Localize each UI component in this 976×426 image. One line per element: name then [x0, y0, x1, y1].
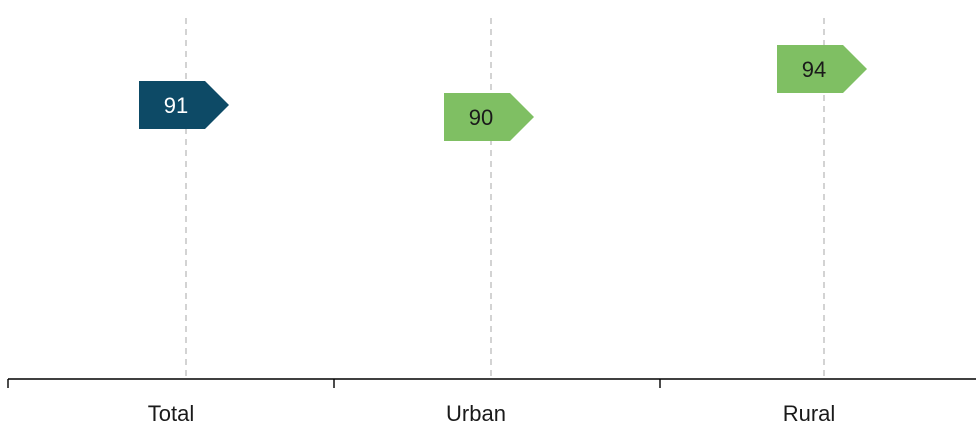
x-tick-labels: Total Urban Rural [148, 401, 836, 426]
guide-lines [185, 18, 825, 379]
data-label-urban: 90 [469, 105, 493, 130]
marker-total: 91 [139, 81, 229, 129]
x-tick-label-urban: Urban [446, 401, 506, 426]
marker-shape-rural [777, 45, 867, 93]
data-label-total: 91 [164, 93, 188, 118]
data-markers: 91 90 94 [139, 45, 867, 141]
marker-shape-total [139, 81, 229, 129]
marker-shape-urban [444, 93, 534, 141]
marker-rural: 94 [777, 45, 867, 93]
data-label-rural: 94 [802, 57, 826, 82]
x-axis [7, 378, 976, 388]
x-tick-label-total: Total [148, 401, 194, 426]
x-tick-label-rural: Rural [783, 401, 836, 426]
marker-urban: 90 [444, 93, 534, 141]
